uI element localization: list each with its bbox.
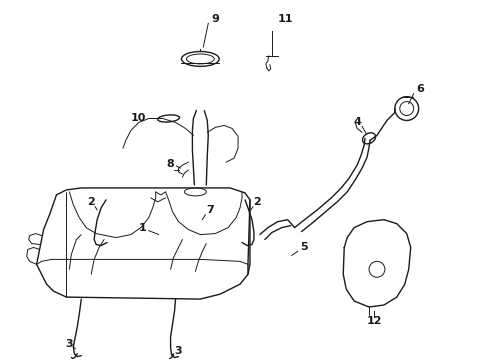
- Text: 11: 11: [278, 14, 294, 24]
- Text: 12: 12: [366, 316, 382, 326]
- Text: 4: 4: [353, 117, 361, 127]
- Text: 9: 9: [211, 14, 219, 24]
- Text: 3: 3: [66, 339, 73, 349]
- Text: 2: 2: [253, 197, 261, 207]
- Text: 10: 10: [131, 113, 147, 123]
- Text: 7: 7: [206, 205, 214, 215]
- Text: 6: 6: [416, 84, 424, 94]
- Text: 1: 1: [139, 222, 147, 233]
- Text: 8: 8: [167, 159, 174, 169]
- Text: 3: 3: [175, 346, 182, 356]
- Text: 2: 2: [87, 197, 95, 207]
- Text: 5: 5: [300, 243, 307, 252]
